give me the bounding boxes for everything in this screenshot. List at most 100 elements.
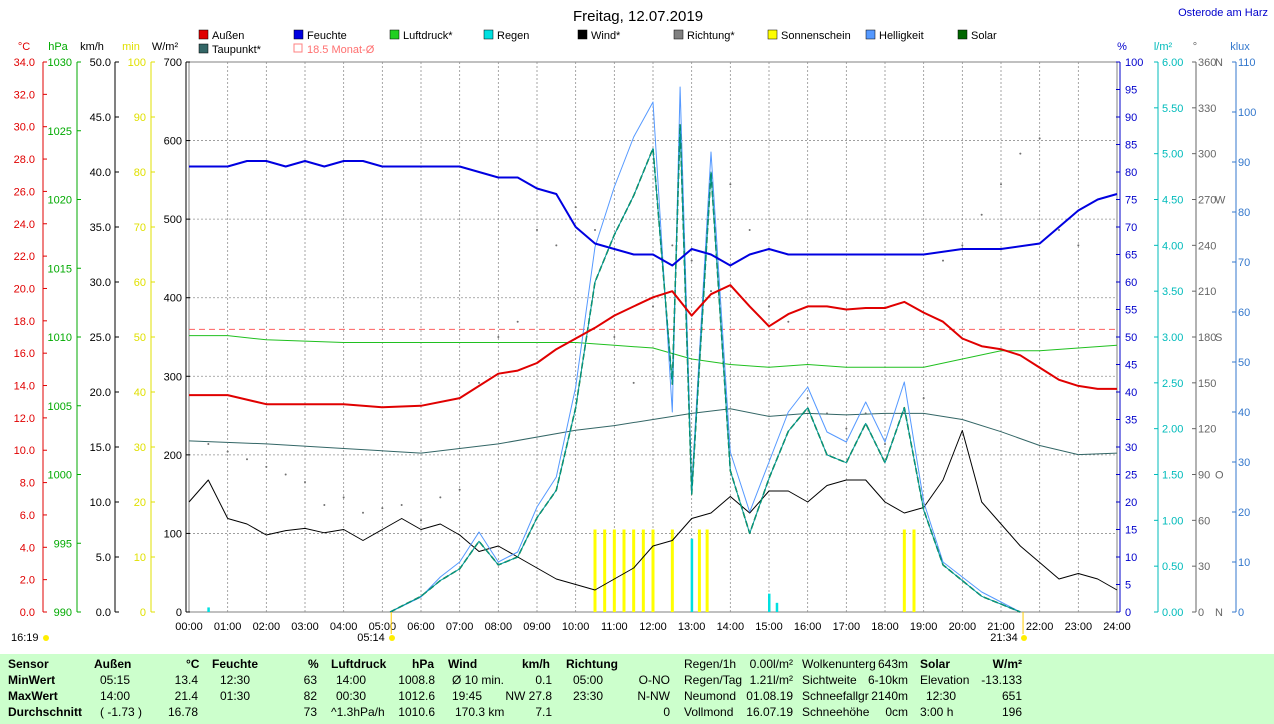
direction-dot-41 (1000, 183, 1002, 186)
tick-label-rain-5: 2.50 (1162, 378, 1183, 390)
axis-unit-klux: klux (1230, 41, 1250, 53)
stats-aussen-max-value: 21.4 (174, 689, 198, 703)
tick-label-rain-10: 5.00 (1162, 149, 1183, 161)
rain-bar-0 (207, 607, 210, 612)
direction-dot-13 (458, 488, 461, 491)
tick-label-min-8: 80 (134, 167, 146, 179)
tick-label-wm2-6: 600 (164, 136, 182, 148)
tick-label-min-5: 50 (134, 332, 146, 344)
tick-label-wm2-3: 300 (164, 371, 182, 383)
tick-label-temp-9: 18.0 (14, 316, 35, 328)
extra1-label-0: Regen/1h (684, 657, 737, 671)
tick-label-kmh-5: 25.0 (90, 332, 111, 344)
tick-label-klux-3: 30 (1238, 457, 1250, 469)
rain-bar-3 (775, 602, 779, 612)
sunshine-bar-6 (651, 529, 655, 612)
tick-label-deg-4: 120 (1198, 424, 1216, 436)
legend-swatch-9 (198, 43, 209, 54)
direction-dot-17 (536, 229, 538, 232)
series-taupunkt (188, 408, 1118, 456)
direction-dot-33 (845, 427, 848, 430)
tick-label-hpa-4: 1010 (48, 332, 72, 344)
tick-dir-deg-6: S (1215, 332, 1222, 344)
tick-label-deg-11: 330 (1198, 103, 1216, 115)
x-tick-label-22: 22:00 (1026, 621, 1054, 633)
tick-label-temp-12: 24.0 (14, 219, 35, 231)
direction-dot-4 (284, 473, 287, 476)
x-tick-label-15: 15:00 (755, 621, 783, 633)
stats-wind-avg-value: 7.1 (535, 705, 552, 719)
solar-label-0: Elevation (920, 673, 970, 687)
stats-header-wind-unit: km/h (522, 657, 551, 671)
stats-header-aussen: Außen (94, 657, 132, 671)
stats-richtung-avg-value: 0 (663, 705, 670, 719)
direction-dot-45 (1077, 244, 1080, 247)
tick-dir-deg-9: W (1215, 195, 1226, 207)
tick-label-klux-2: 20 (1238, 507, 1250, 519)
legend-label-10: 18.5 Monat-Ø (307, 44, 375, 56)
extra1-value-1: 1.21l/m² (749, 673, 793, 687)
tick-label-min-7: 70 (134, 222, 146, 234)
tick-label-temp-15: 30.0 (14, 122, 35, 134)
tick-dir-deg-0: N (1215, 607, 1223, 619)
tick-label-kmh-8: 40.0 (90, 167, 111, 179)
direction-dot-3 (265, 465, 268, 468)
direction-dot-29 (768, 305, 770, 308)
extra2-label-0: Wolkenunterg (802, 657, 876, 671)
tick-label-kmh-10: 50.0 (90, 57, 111, 69)
corner-time: 16:19 (11, 632, 39, 644)
tick-label-klux-6: 60 (1238, 307, 1250, 319)
tick-label-deg-7: 210 (1198, 286, 1216, 298)
tick-label-temp-16: 32.0 (14, 89, 35, 101)
tick-label-klux-0: 0 (1238, 607, 1244, 619)
tick-label-kmh-0: 0.0 (96, 607, 111, 619)
stats-luftdruck-max-time: 00:30 (336, 689, 367, 703)
tick-label-pct-14: 70 (1125, 222, 1137, 234)
direction-dot-0 (207, 442, 210, 445)
direction-dot-27 (729, 183, 732, 186)
tick-label-hpa-8: 1030 (48, 57, 72, 69)
direction-dot-31 (806, 397, 809, 400)
tick-label-hpa-6: 1020 (48, 195, 72, 207)
stats-row-label-min: MinWert (8, 673, 56, 687)
direction-dot-2 (246, 458, 248, 461)
tick-label-min-6: 60 (134, 277, 146, 289)
x-tick-label-21: 21:00 (987, 621, 1015, 633)
tick-label-kmh-2: 10.0 (90, 497, 111, 509)
stats-luftdruck-min-value: 1008.8 (398, 673, 435, 687)
sunshine-bar-8 (697, 529, 701, 612)
tick-label-pct-11: 55 (1125, 305, 1137, 317)
tick-label-deg-6: 180 (1198, 332, 1216, 344)
direction-dot-22 (632, 381, 635, 384)
direction-dot-21 (613, 336, 616, 338)
series-solar-overlay (389, 124, 1021, 613)
x-tick-label-9: 09:00 (523, 621, 551, 633)
axis-unit-min: min (122, 41, 140, 53)
tick-label-temp-14: 28.0 (14, 154, 35, 166)
x-tick-label-7: 07:00 (446, 621, 474, 633)
tick-label-pct-13: 65 (1125, 250, 1137, 262)
legend-label-9: Taupunkt* (212, 44, 262, 56)
tick-label-temp-2: 4.0 (20, 542, 35, 554)
tick-label-pct-4: 20 (1125, 497, 1137, 509)
tick-label-rain-11: 5.50 (1162, 103, 1183, 115)
stats-aussen-avg-time: ( -1.73 ) (100, 705, 143, 719)
x-tick-label-8: 08:00 (485, 621, 513, 633)
tick-label-temp-0: 0.0 (20, 607, 35, 619)
stats-luftdruck-min-time: 14:00 (336, 673, 367, 687)
axis-unit-wm2: W/m² (152, 41, 179, 53)
sunshine-bar-4 (632, 529, 636, 612)
tick-dir-deg-12: N (1215, 57, 1223, 69)
stats-aussen-avg-value: 16.78 (167, 705, 198, 719)
stats-feuchte-min-value: 63 (303, 673, 317, 687)
legend: Außen Feuchte Luftdruck* Regen Wind* Richtung… (198, 29, 997, 56)
series-aussen (189, 284, 1117, 409)
tick-label-klux-9: 90 (1238, 157, 1250, 169)
x-tick-label-13: 13:00 (678, 621, 706, 633)
tick-label-temp-7: 14.0 (14, 381, 35, 393)
tick-label-min-4: 40 (134, 387, 146, 399)
tick-label-min-3: 30 (134, 442, 146, 454)
direction-dot-15 (497, 336, 500, 338)
tick-label-klux-5: 50 (1238, 357, 1250, 369)
tick-label-kmh-1: 5.0 (96, 552, 111, 564)
